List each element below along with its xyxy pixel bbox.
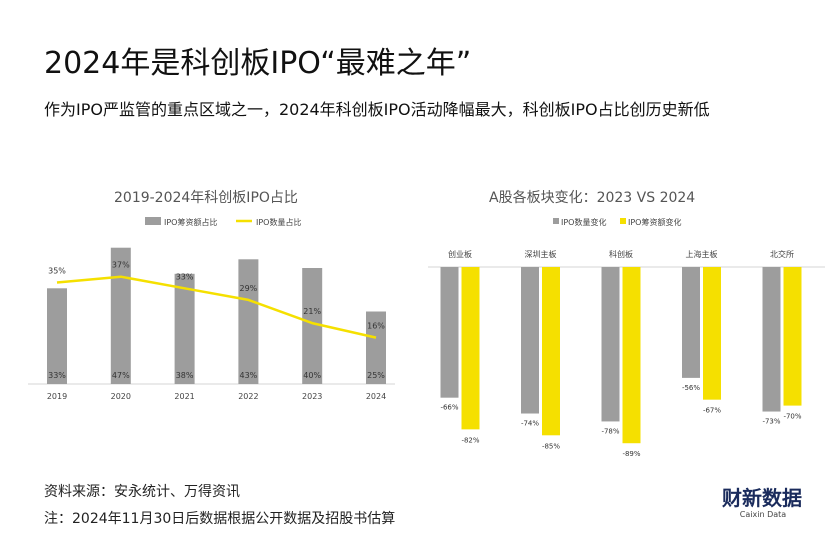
bar-ipo-count-change xyxy=(440,267,459,398)
bar-ipo-amount-share xyxy=(238,259,259,384)
bar-ipo-amount-change xyxy=(461,267,480,430)
legend-label-count: IPO数量变化 xyxy=(561,217,606,227)
line-data-label: 35% xyxy=(48,267,66,276)
legend-swatch-count xyxy=(553,218,559,224)
logo-main-text: 财新数据 xyxy=(722,486,802,510)
bar-ipo-amount-share xyxy=(110,247,131,384)
right-chart-title: A股各板块变化：2023 VS 2024 xyxy=(489,190,696,206)
left-chart: IPO筹资额占比 IPO数量占比 33% 2019 47% 2020 38% 2021 43% 2… xyxy=(28,217,395,401)
category-label: 北交所 xyxy=(770,249,794,259)
x-tick-label: 2021 xyxy=(174,392,194,401)
bar-data-label: 33% xyxy=(48,371,66,380)
legend-swatch-amount xyxy=(620,218,626,224)
bar-data-label: 40% xyxy=(303,371,321,380)
bar-ipo-count-change xyxy=(682,267,700,378)
bar-ipo-amount-share xyxy=(174,273,195,384)
bar-data-label: -70% xyxy=(783,413,801,421)
bar-data-label: -89% xyxy=(622,450,640,458)
line-data-label: 37% xyxy=(112,261,130,270)
legend-swatch-bar xyxy=(145,217,161,225)
line-ipo-count-share xyxy=(56,275,377,339)
page-subtitle: 作为IPO严监管的重点区域之一，2024年科创板IPO活动降幅最大，科创板IPO… xyxy=(44,100,710,119)
x-tick-label: 2019 xyxy=(47,392,67,401)
line-data-label: 29% xyxy=(240,284,258,293)
legend-label-line: IPO数量占比 xyxy=(256,217,301,227)
category-label: 深圳主板 xyxy=(525,249,557,259)
line-data-label: 16% xyxy=(367,322,385,331)
bar-data-label: 25% xyxy=(367,371,385,380)
bar-ipo-amount-change xyxy=(542,267,560,436)
left-chart-title: 2019-2024年科创板IPO占比 xyxy=(114,190,298,206)
footnote: 注：2024年11月30日后数据根据公开数据及招股书估算 xyxy=(44,511,396,527)
bar-data-label: -73% xyxy=(762,418,780,426)
line-data-label: 33% xyxy=(176,272,194,281)
bar-ipo-count-change xyxy=(601,267,620,422)
bar-ipo-amount-share xyxy=(366,311,386,384)
bar-data-label: -74% xyxy=(521,420,539,428)
x-tick-label: 2020 xyxy=(111,392,131,401)
x-tick-label: 2024 xyxy=(366,392,386,401)
bar-ipo-count-change xyxy=(521,267,539,414)
caixin-data-logo: 财新数据 Caixin Data xyxy=(722,487,804,519)
bar-ipo-amount-change xyxy=(703,267,721,400)
bar-data-label: 43% xyxy=(240,371,258,380)
bar-data-label: -67% xyxy=(703,407,721,415)
page-title: 2024年是科创板IPO“最难之年” xyxy=(44,46,472,81)
category-label: 创业板 xyxy=(448,249,472,259)
logo-sub-text: Caixin Data xyxy=(739,510,787,519)
bar-data-label: -56% xyxy=(682,384,700,392)
legend-label-amount: IPO筹资额变化 xyxy=(628,217,681,227)
category-label: 科创板 xyxy=(609,249,633,259)
x-tick-label: 2023 xyxy=(302,392,322,401)
bar-ipo-amount-change xyxy=(622,267,641,444)
bar-data-label: 47% xyxy=(112,371,130,380)
line-data-label: 21% xyxy=(303,307,321,316)
bar-ipo-amount-share xyxy=(47,288,67,384)
source-note: 资料来源：安永统计、万得资讯 xyxy=(44,484,240,500)
bar-data-label: 38% xyxy=(176,371,194,380)
bar-ipo-amount-change xyxy=(783,267,802,406)
bar-data-label: -78% xyxy=(601,427,619,435)
bar-data-label: -85% xyxy=(542,442,560,450)
legend-label-bar: IPO筹资额占比 xyxy=(164,217,217,227)
bar-data-label: -82% xyxy=(461,436,479,444)
x-tick-label: 2022 xyxy=(238,392,258,401)
bar-ipo-count-change xyxy=(762,267,781,412)
bar-ipo-amount-share xyxy=(302,268,323,384)
category-label: 上海主板 xyxy=(686,249,718,259)
bar-data-label: -66% xyxy=(440,404,458,412)
